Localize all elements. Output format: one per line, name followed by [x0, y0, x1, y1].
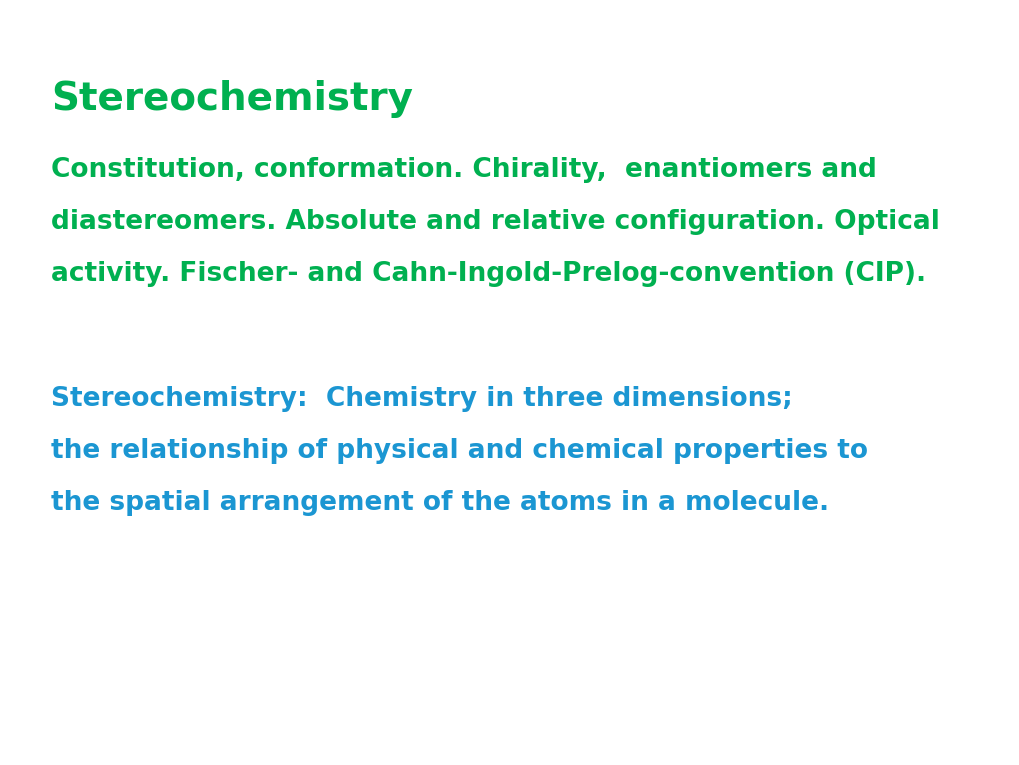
Text: the relationship of physical and chemical properties to: the relationship of physical and chemica…	[51, 438, 867, 464]
Text: Stereochemistry: Stereochemistry	[51, 80, 413, 119]
Text: the spatial arrangement of the atoms in a molecule.: the spatial arrangement of the atoms in …	[51, 490, 828, 516]
Text: Stereochemistry:  Chemistry in three dimensions;: Stereochemistry: Chemistry in three dime…	[51, 386, 792, 412]
Text: Constitution, conformation. Chirality,  enantiomers and: Constitution, conformation. Chirality, e…	[51, 157, 876, 183]
Text: activity. Fischer- and Cahn-Ingold-Prelog-convention (CIP).: activity. Fischer- and Cahn-Ingold-Prelo…	[51, 261, 925, 287]
Text: diastereomers. Absolute and relative configuration. Optical: diastereomers. Absolute and relative con…	[51, 209, 938, 235]
